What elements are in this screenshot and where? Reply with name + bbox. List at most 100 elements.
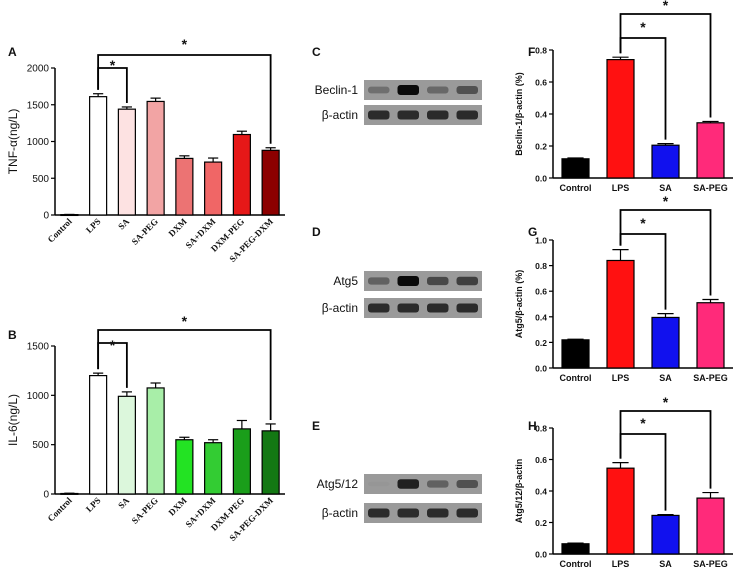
panel-label-e: E [312, 419, 320, 433]
x-category-label: Control [560, 373, 592, 383]
y-axis-label: Beclin-1/β-actin (%) [514, 72, 524, 156]
bar [561, 543, 590, 555]
y-tick-label: 0.6 [535, 78, 547, 88]
blot-band [427, 276, 449, 286]
blot-band [427, 508, 449, 518]
bar [606, 259, 635, 369]
bar [204, 161, 223, 216]
blot-band [427, 110, 449, 120]
blot-row-label: β-actin [322, 301, 358, 315]
y-tick-label: 0.0 [535, 174, 547, 184]
blot-row-label: Atg5 [333, 274, 358, 288]
y-tick-label: 0 [43, 211, 49, 222]
y-tick-label: 0.4 [535, 312, 547, 322]
x-category-label: SA [659, 373, 672, 383]
blot-band [368, 86, 390, 94]
y-tick-label: 0.8 [535, 424, 547, 434]
blot-band [456, 480, 478, 488]
y-axis-label: Atg5/β-actin (%) [514, 270, 524, 339]
blot-membrane [364, 474, 482, 494]
bar [146, 100, 165, 216]
x-category-label: SA [659, 559, 672, 569]
significance-star: * [182, 36, 188, 52]
blot-band [456, 110, 478, 120]
significance-star: * [640, 415, 646, 431]
x-category-label: LPS [612, 559, 630, 569]
y-tick-label: 1000 [27, 137, 50, 148]
y-tick-label: 1500 [27, 342, 50, 353]
blot-band [368, 277, 390, 285]
blot-membrane [364, 80, 482, 100]
bar [232, 428, 251, 495]
y-tick-label: 2000 [27, 64, 50, 75]
bar [696, 122, 725, 179]
x-category-label: Control [560, 183, 592, 193]
bar [117, 395, 136, 495]
panel-label-g: G [528, 225, 537, 239]
blot-band [397, 85, 419, 95]
x-category-label: Control [560, 559, 592, 569]
blot-band [397, 508, 419, 518]
blot-band [368, 303, 390, 313]
significance-star: * [663, 0, 669, 13]
significance-star: * [182, 313, 188, 329]
bar [561, 158, 590, 179]
bar [651, 144, 680, 179]
y-tick-label: 0 [43, 490, 49, 501]
blot-membrane [364, 503, 482, 523]
significance-star: * [110, 57, 116, 73]
blot-row-label: β-actin [322, 506, 358, 520]
significance-bracket [97, 329, 272, 420]
bar [606, 58, 635, 179]
x-category-label: SA-PEG [693, 559, 728, 569]
blot-band [397, 303, 419, 313]
blot-band [368, 481, 390, 487]
y-tick-label: 0.0 [535, 364, 547, 374]
bar [175, 157, 194, 216]
y-tick-label: 1500 [27, 100, 50, 111]
y-tick-label: 0.8 [535, 46, 547, 56]
blot-band [397, 276, 419, 286]
blot-band [427, 303, 449, 313]
chart-f-beclin-1: 0.0 0.2 0.4 0.6 0.8 Beclin-1/β-actin (%) Contr… [514, 0, 733, 193]
significance-star: * [663, 394, 669, 410]
bar [651, 514, 680, 555]
x-category-label: LPS [612, 183, 630, 193]
bar [261, 149, 280, 216]
y-tick-label: 500 [32, 440, 49, 451]
blot-band [456, 86, 478, 94]
blot-e-atg5-12: Atg5/12 β-actin [317, 474, 482, 523]
blot-band [397, 110, 419, 120]
y-tick-label: 0.2 [535, 142, 547, 152]
bar [232, 133, 251, 216]
panel-label-d: D [312, 225, 321, 239]
y-axis-label: TNF-α(ng/L) [6, 109, 20, 175]
bar [696, 302, 725, 369]
blot-band [427, 480, 449, 488]
bar [561, 339, 590, 369]
x-category-label: SA-PEG [693, 373, 728, 383]
y-axis-label: IL-6(ng/L) [6, 394, 20, 446]
bar [175, 439, 194, 495]
bar [696, 497, 725, 555]
y-tick-label: 0.4 [535, 110, 547, 120]
y-axis-label: Atg5/12/β-actin [514, 459, 524, 524]
blot-d-atg5: Atg5 β-actin [322, 271, 482, 318]
significance-star: * [110, 337, 116, 353]
blot-membrane [364, 105, 482, 125]
blot-band [456, 303, 478, 313]
y-tick-label: 0.2 [535, 518, 547, 528]
blot-row-label: β-actin [322, 108, 358, 122]
panel-label-h: H [528, 419, 537, 433]
y-tick-label: 0.6 [535, 287, 547, 297]
blot-band [456, 508, 478, 518]
bar [606, 467, 635, 555]
y-tick-label: 0.6 [535, 455, 547, 465]
significance-star: * [640, 215, 646, 231]
bar [89, 96, 108, 216]
significance-star: * [640, 19, 646, 35]
y-tick-label: 1.0 [535, 236, 547, 246]
significance-bracket [619, 410, 712, 489]
bar [89, 375, 108, 495]
